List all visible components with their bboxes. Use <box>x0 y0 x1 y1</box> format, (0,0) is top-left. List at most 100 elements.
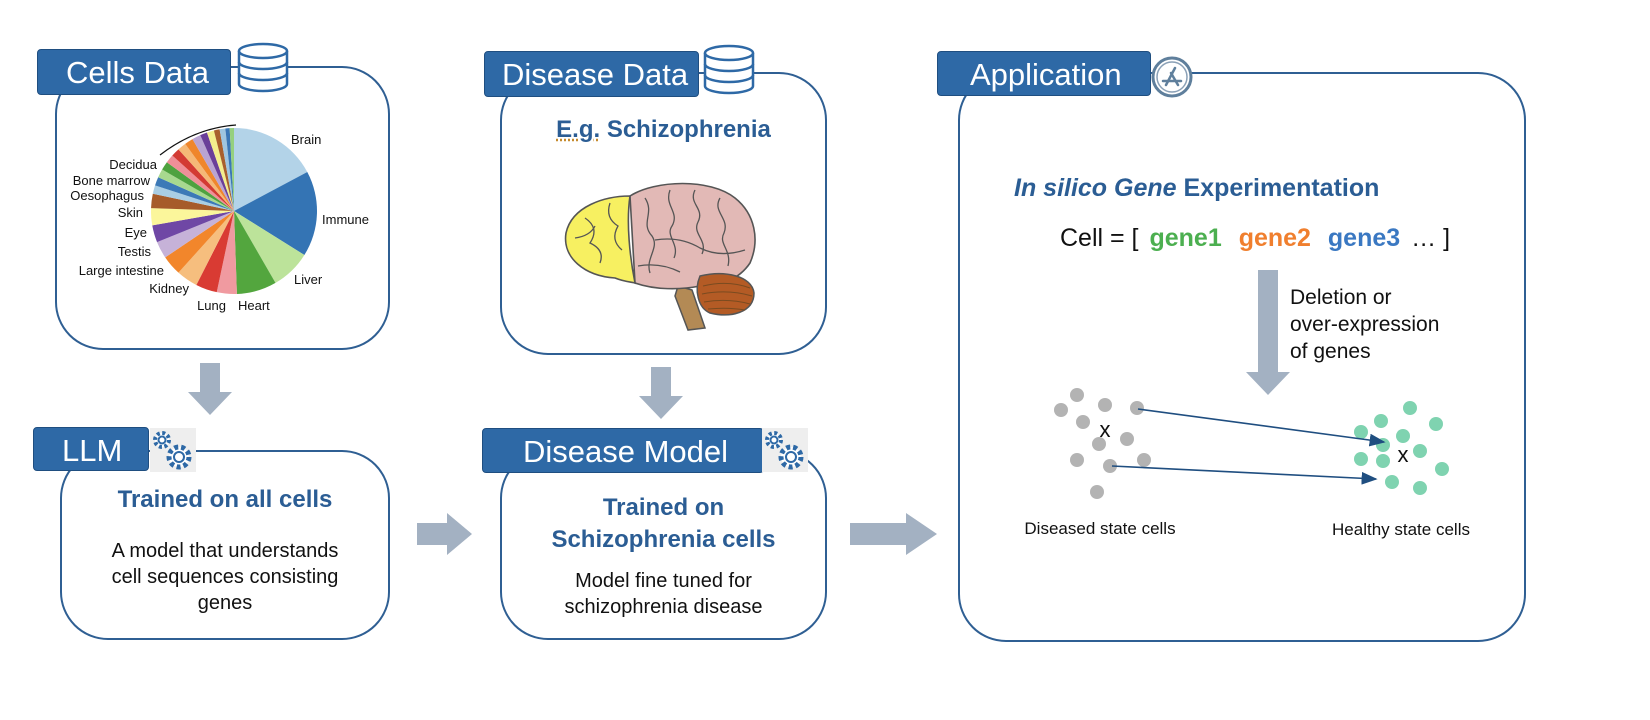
healthy-cell <box>1403 401 1417 415</box>
healthy-cell <box>1376 454 1390 468</box>
pie-label-decidua: Decidua <box>109 157 157 172</box>
pie-slice <box>178 211 234 285</box>
healthy-cell <box>1376 438 1390 452</box>
healthy-cell <box>1374 414 1388 428</box>
application-heading: In silico Gene Experimentation <box>1014 174 1379 203</box>
disease-model-description-line: schizophrenia disease <box>564 596 763 618</box>
pie-slice <box>172 149 234 211</box>
cells-data-tab: Cells Data <box>37 49 231 95</box>
gene2-label: gene2 <box>1238 224 1311 252</box>
llm-description-line: genes <box>197 592 253 614</box>
disease-model-description: Model fine tuned for schizophrenia disea… <box>500 568 827 620</box>
disease-model-description-line: Model fine tuned for <box>575 570 752 592</box>
pie-slice <box>152 211 234 243</box>
gears-icon <box>762 428 808 472</box>
diseased-cells-cluster <box>1054 388 1151 499</box>
diseased-cell <box>1076 415 1090 429</box>
pie-slice <box>162 162 234 211</box>
diseased-cell <box>1070 388 1084 402</box>
diseased-cell <box>1120 432 1134 446</box>
llm-tab: LLM <box>33 427 149 471</box>
disease-model-heading: Trained on Schizophrenia cells <box>500 492 827 556</box>
diseased-cell <box>1103 459 1117 473</box>
diseased-centroid-marker: x <box>1100 417 1111 442</box>
pie-label-bone-marrow: Bone marrow <box>73 173 151 188</box>
pie-slice <box>151 208 234 226</box>
pie-slice <box>234 172 317 255</box>
pie-slice <box>165 211 234 273</box>
pie-label-heart: Heart <box>238 298 270 313</box>
pie-label-immune: Immune <box>322 212 369 227</box>
transition-arrow <box>1137 408 1386 447</box>
gears-icon <box>150 428 196 472</box>
pie-minor-slices-bracket <box>159 124 237 156</box>
healthy-state-label: Healthy state cells <box>1332 520 1470 539</box>
pie-slice <box>213 129 234 211</box>
llm-description-line: cell sequences consisting <box>111 566 339 588</box>
diseased-cell <box>1090 485 1104 499</box>
diseased-cell <box>1054 403 1068 417</box>
pie-slice <box>234 211 276 294</box>
pie-slice <box>157 211 234 258</box>
pie-label-oesophagus: Oesophagus <box>70 188 144 203</box>
healthy-cell <box>1396 429 1410 443</box>
pie-slice <box>178 143 234 211</box>
pie-labels: Brain Immune Liver Heart Lung Kidney Lar… <box>70 132 369 313</box>
pie-label-liver: Liver <box>294 272 323 287</box>
pie-slice <box>196 211 234 293</box>
disease-model-heading-line: Schizophrenia cells <box>551 526 776 553</box>
healthy-cell <box>1413 444 1427 458</box>
transition-arrow <box>1111 465 1378 485</box>
pie-slice <box>216 211 237 294</box>
pie-slice <box>229 128 234 211</box>
pie-slice <box>200 132 234 211</box>
llm-heading: Trained on all cells <box>117 486 333 513</box>
pie-label-brain: Brain <box>291 132 321 147</box>
healthy-cell <box>1354 425 1368 439</box>
disease-data-tab: Disease Data <box>484 51 699 97</box>
right-arrow-llm-to-disease-model <box>417 513 472 555</box>
pie-slice <box>225 128 234 211</box>
pie-slice <box>185 139 234 211</box>
healthy-cell <box>1429 417 1443 431</box>
pie-label-large-intestine: Large intestine <box>79 263 164 278</box>
diseased-cell <box>1137 453 1151 467</box>
diseased-cell <box>1130 401 1144 415</box>
application-heading-italic: In silico Gene <box>1014 174 1177 202</box>
perturbation-line: over-expression <box>1290 313 1440 336</box>
application-tab: Application <box>937 51 1151 96</box>
cell-prefix: Cell = [ <box>1060 224 1139 252</box>
pie-label-testis: Testis <box>118 244 152 259</box>
pie-slice <box>219 128 234 211</box>
application-panel <box>958 72 1526 642</box>
pie-label-eye: Eye <box>125 225 147 240</box>
healthy-cell <box>1354 452 1368 466</box>
disease-example: E.g. Schizophrenia <box>500 116 827 144</box>
example-disease-name: Schizophrenia <box>606 116 771 143</box>
llm-description-line: A model that understands <box>111 540 339 562</box>
perturbation-line: Deletion or <box>1290 286 1392 309</box>
diseased-cell <box>1098 398 1112 412</box>
perturbation-line: of genes <box>1290 340 1371 363</box>
disease-model-heading-line: Trained on <box>602 494 725 521</box>
healthy-centroid-marker: x <box>1398 442 1409 467</box>
pie-slice <box>166 155 234 211</box>
pie-slice <box>151 193 234 211</box>
diseased-state-label: Diseased state cells <box>1024 519 1175 538</box>
cell-gene-sequence: Cell = [ gene1 gene2 gene3 … ] <box>1060 224 1450 253</box>
llm-description: A model that understands cell sequences … <box>60 538 390 616</box>
down-arrow-disease-data-to-model <box>639 367 683 419</box>
database-icon <box>703 44 755 95</box>
pie-slice <box>192 135 234 211</box>
pie-slice <box>234 211 305 283</box>
down-arrow-cells-to-llm <box>188 363 232 415</box>
pie-slice <box>158 169 234 211</box>
application-heading-rest: Experimentation <box>1183 174 1380 202</box>
cell-suffix: … ] <box>1411 224 1451 252</box>
pie-label-kidney: Kidney <box>149 281 189 296</box>
pie-slice <box>206 130 234 211</box>
pie-slice <box>234 128 308 211</box>
pie-slice <box>152 185 234 211</box>
